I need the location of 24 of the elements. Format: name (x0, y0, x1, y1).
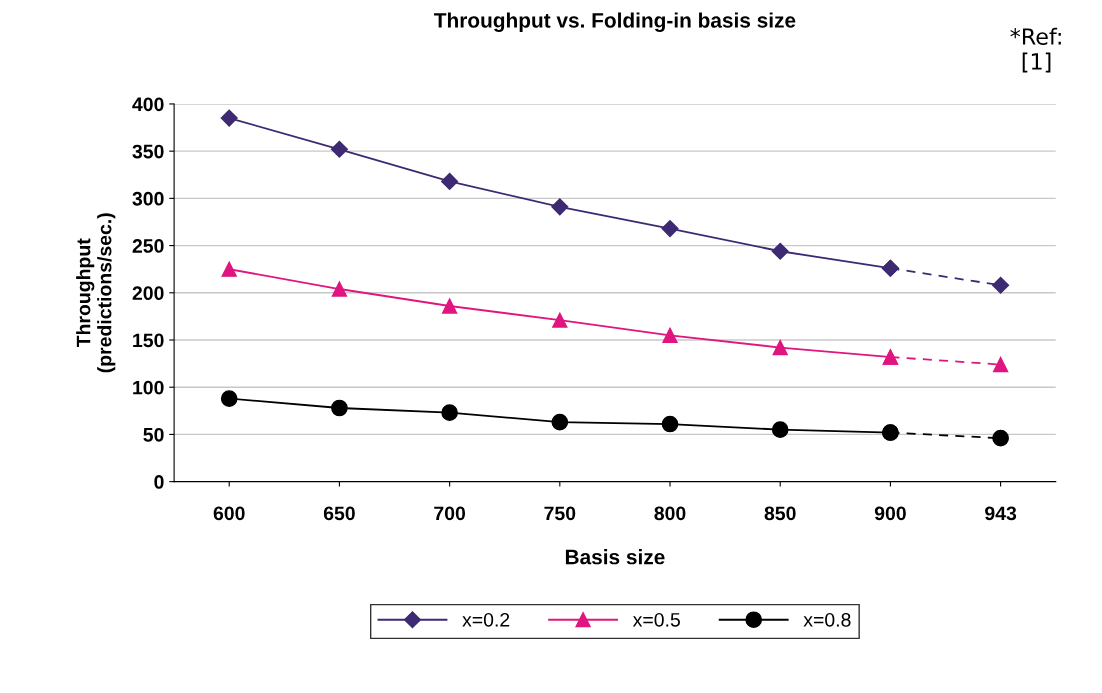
x-tick-label: 700 (434, 506, 466, 521)
y-axis-title: Throughput (predictions/sec.) (76, 213, 116, 373)
x-tick-label: 600 (213, 506, 245, 521)
y-tick-label: 400 (132, 97, 164, 112)
y-tick-label: 150 (133, 333, 164, 348)
x-tick-label: 850 (764, 506, 796, 521)
chart-title: Throughput vs. Folding-in basis size (434, 12, 796, 32)
x-tick-label: 750 (544, 506, 576, 521)
legend-label: x=0.2 (462, 612, 510, 627)
y-tick-label: 100 (133, 380, 164, 395)
x-tick-label: 650 (323, 506, 355, 521)
legend-label: x=0.5 (632, 612, 680, 627)
y-tick-label: 250 (132, 239, 164, 253)
y-tick-label: 50 (143, 427, 164, 442)
text: *Ref: [1] (1010, 27, 1061, 73)
y-tick-label: 300 (132, 191, 164, 206)
x-tick-label: 800 (654, 506, 686, 521)
x-tick-label: 900 (874, 506, 906, 521)
y-tick-label: 350 (132, 144, 164, 159)
y-tick-label: 200 (132, 286, 164, 301)
x-tick-label: 943 (985, 506, 1017, 521)
y-tick-label: 0 (154, 475, 164, 489)
x-axis-title: Basis size (565, 549, 665, 565)
legend-label: x=0.8 (803, 612, 851, 627)
